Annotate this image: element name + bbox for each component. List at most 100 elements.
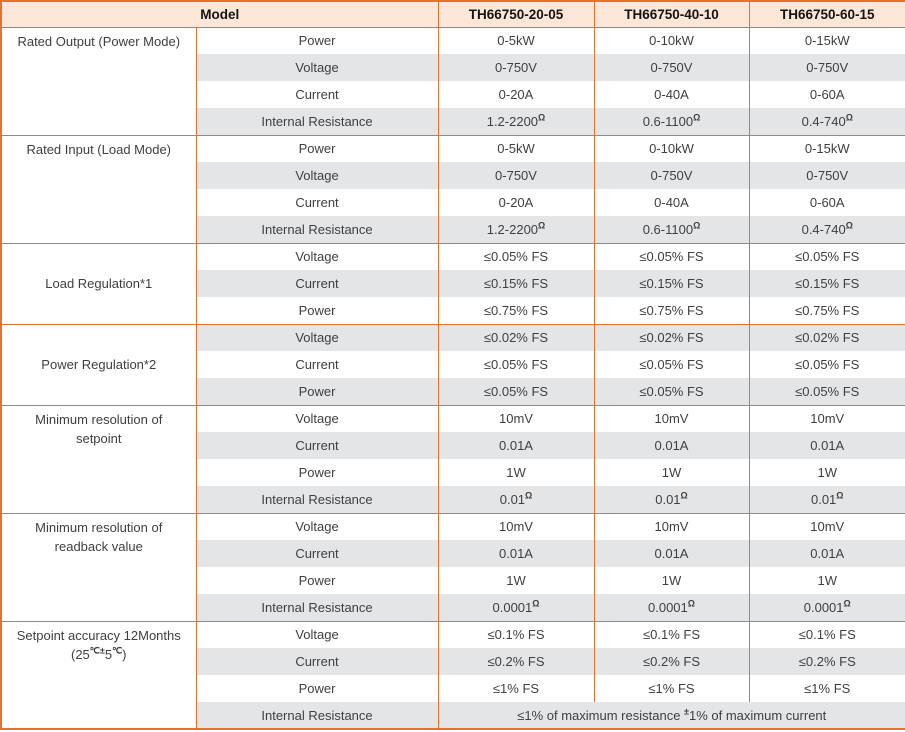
group-label-cell: Minimum resolution of setpoint [0, 404, 196, 513]
value-cell: ≤0.15% FS [593, 270, 749, 297]
table-row: Rated Output (Power Mode) Power 0-5kW 0-10k… [0, 26, 905, 135]
table-row: Setpoint accuracy 12Months (25℃±5℃) Volta… [0, 620, 905, 729]
value-cell: ≤0.05% FS [437, 351, 594, 378]
param-cell: Power [195, 134, 438, 162]
param-cell: Current [195, 189, 438, 216]
table-row: Current 0.01A 0.01A 0.01A [1, 432, 905, 459]
value-cell: ≤0.02% FS [437, 323, 594, 351]
value-cell: 0.0001Ω [593, 594, 749, 621]
value-cell: ≤0.05% FS [593, 242, 749, 270]
value-cell: 10mV [593, 404, 749, 432]
value-cell: 0.01A [748, 540, 905, 567]
value-cell: ≤0.1% FS [748, 620, 905, 648]
value-cell: 1W [593, 567, 749, 594]
value-cell: 10mV [748, 512, 905, 540]
value-cell: ≤0.05% FS [748, 242, 905, 270]
param-cell: Power [195, 378, 438, 405]
value-cell: ≤0.05% FS [593, 378, 749, 405]
table-row: Current 0-20A 0-40A 0-60A [1, 189, 905, 216]
value-cell: 0-750V [593, 162, 749, 189]
value-cell: 1W [748, 459, 905, 486]
table-row: Minimum resolution of readback value Volt… [0, 512, 905, 621]
param-cell: Current [195, 81, 438, 108]
value-cell: 0.01Ω [748, 486, 905, 513]
value-cell: ≤0.15% FS [748, 270, 905, 297]
param-cell: Voltage [195, 323, 438, 351]
value-cell: 0-15kW [748, 134, 905, 162]
value-cell: ≤0.2% FS [748, 648, 905, 675]
value-cell: ≤0.15% FS [437, 270, 594, 297]
group-label-cell: Power Regulation*2 [0, 323, 196, 405]
model-column-header: TH66750-40-10 [593, 1, 749, 28]
value-cell: 0-5kW [437, 26, 594, 54]
table-row: Voltage 0-750V 0-750V 0-750V [1, 54, 905, 81]
value-cell: 10mV [748, 404, 905, 432]
param-cell: Voltage [195, 162, 438, 189]
value-cell: ≤0.75% FS [437, 297, 594, 324]
value-cell: 0-15kW [748, 26, 905, 54]
value-cell: 0-5kW [437, 134, 594, 162]
param-cell: Voltage [195, 620, 438, 648]
table-row: Current ≤0.2% FS ≤0.2% FS ≤0.2% FS [1, 648, 905, 675]
table-row: Current ≤0.05% FS ≤0.05% FS ≤0.05% FS [1, 351, 905, 378]
value-cell: ≤1% FS [593, 675, 749, 702]
value-cell: ≤0.75% FS [748, 297, 905, 324]
param-cell: Current [195, 270, 438, 297]
param-cell: Voltage [195, 54, 438, 81]
value-cell: 0.6-1100Ω [593, 108, 749, 135]
param-cell: Power [195, 26, 438, 54]
value-cell: 0-20A [437, 189, 594, 216]
value-cell: 0-10kW [593, 26, 749, 54]
value-cell: 0.01Ω [437, 486, 594, 513]
param-cell: Power [195, 675, 438, 702]
group-label-cell: Rated Output (Power Mode) [0, 26, 196, 135]
table-row: Power 1W 1W 1W [1, 567, 905, 594]
table-row: Internal Resistance 1.2-2200Ω 0.6-1100Ω 0.4… [1, 216, 905, 243]
value-cell: 0-750V [437, 54, 594, 81]
table-row: Voltage 0-750V 0-750V 0-750V [1, 162, 905, 189]
param-cell: Current [195, 648, 438, 675]
value-cell: 0-40A [593, 81, 749, 108]
param-cell: Current [195, 351, 438, 378]
value-cell: ≤0.05% FS [593, 351, 749, 378]
value-cell: 0-20A [437, 81, 594, 108]
param-cell: Internal Resistance [195, 702, 438, 729]
table-row: Power ≤0.75% FS ≤0.75% FS ≤0.75% FS [1, 297, 905, 324]
value-cell: 0-750V [593, 54, 749, 81]
param-cell: Internal Resistance [195, 486, 438, 513]
value-cell: 1W [748, 567, 905, 594]
table-row: Power Regulation*2 Voltage ≤0.02% FS ≤0.02%… [0, 323, 905, 405]
table-body: Rated Output (Power Mode) Power 0-5kW 0-10k… [0, 26, 905, 729]
group-label-cell: Minimum resolution of readback value [0, 512, 196, 621]
table-row: Minimum resolution of setpoint Voltage 10m… [0, 404, 905, 513]
param-cell: Voltage [195, 242, 438, 270]
param-cell: Internal Resistance [195, 216, 438, 243]
value-cell: 0.01A [437, 540, 594, 567]
value-cell: ≤0.2% FS [593, 648, 749, 675]
value-cell: ≤0.2% FS [437, 648, 594, 675]
param-cell: Voltage [195, 512, 438, 540]
value-cell: 0-750V [437, 162, 594, 189]
value-cell: 0.0001Ω [748, 594, 905, 621]
table-row: Load Regulation*1 Voltage ≤0.05% FS ≤0.05% … [0, 242, 905, 324]
value-cell: ≤0.1% FS [593, 620, 749, 648]
value-cell: ≤0.75% FS [593, 297, 749, 324]
value-cell: ≤1% FS [437, 675, 594, 702]
value-cell: ≤0.1% FS [437, 620, 594, 648]
param-cell: Power [195, 297, 438, 324]
value-cell: 1W [593, 459, 749, 486]
value-cell: ≤0.05% FS [437, 242, 594, 270]
group-label-cell: Rated Input (Load Mode) [0, 134, 196, 243]
param-cell: Voltage [195, 404, 438, 432]
model-header-cell: Model [0, 1, 438, 28]
group-label-cell: Setpoint accuracy 12Months (25℃±5℃) [0, 620, 196, 729]
value-cell: 0.4-740Ω [748, 216, 905, 243]
param-cell: Power [195, 567, 438, 594]
value-cell: 0-60A [748, 81, 905, 108]
value-cell: 0.01A [437, 432, 594, 459]
value-cell: 0-40A [593, 189, 749, 216]
table-row: Power ≤0.05% FS ≤0.05% FS ≤0.05% FS [1, 378, 905, 405]
table-row: Power 1W 1W 1W [1, 459, 905, 486]
value-cell: 0-750V [748, 162, 905, 189]
